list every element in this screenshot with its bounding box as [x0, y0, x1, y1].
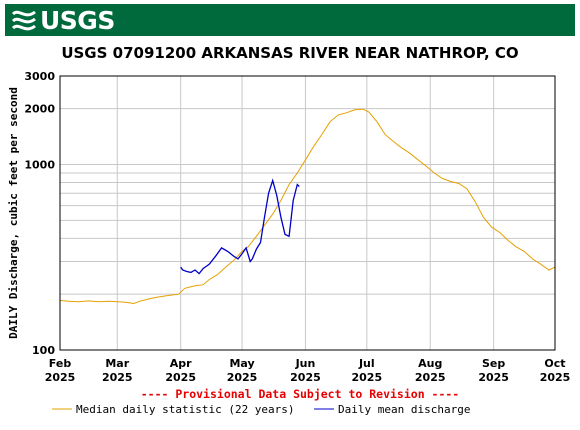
provisional-note: ---- Provisional Data Subject to Revisio… — [141, 387, 460, 401]
usgs-wave-icon — [11, 10, 36, 31]
y-tick-labels: 100 1000 2000 3000 — [24, 70, 55, 357]
x-tick-month-8: Oct — [544, 357, 565, 370]
series-line-1 — [180, 178, 300, 275]
x-tick-month-0: Feb — [49, 357, 72, 370]
y-tick-label-0: 100 — [32, 344, 55, 357]
x-tick-month-4: Jun — [295, 357, 316, 370]
x-tick-month-1: Mar — [105, 357, 129, 370]
x-tick-year-2: 2025 — [165, 371, 196, 384]
y-tick-label-3: 3000 — [24, 70, 55, 83]
x-tick-year-0: 2025 — [45, 371, 76, 384]
x-tick-labels: Feb2025Mar2025Apr2025May2025Jun2025Jul20… — [45, 357, 571, 384]
x-tick-month-6: Aug — [418, 357, 442, 370]
x-tick-year-7: 2025 — [478, 371, 509, 384]
x-tick-month-3: May — [229, 357, 254, 370]
usgs-logo-text: USGS — [40, 5, 115, 35]
y-tick-label-2: 2000 — [24, 103, 55, 116]
x-tick-month-5: Jul — [358, 357, 375, 370]
legend: Median daily statistic (22 years) Daily … — [52, 403, 470, 416]
series-line-0 — [59, 108, 556, 305]
x-tick-year-8: 2025 — [540, 371, 571, 384]
x-tick-year-6: 2025 — [415, 371, 446, 384]
data-lines — [59, 108, 556, 305]
plot-frame — [59, 75, 556, 351]
legend-label-discharge: Daily mean discharge — [338, 403, 470, 416]
x-tick-month-7: Sep — [482, 357, 505, 370]
x-tick-month-2: Apr — [170, 357, 192, 370]
y-tick-label-1: 1000 — [24, 159, 55, 172]
x-tick-year-3: 2025 — [227, 371, 258, 384]
x-tick-year-4: 2025 — [290, 371, 321, 384]
y-axis-label: DAILY Discharge, cubic feet per second — [7, 87, 20, 339]
x-tick-year-1: 2025 — [102, 371, 133, 384]
usgs-banner: USGS — [5, 4, 575, 36]
x-tick-year-5: 2025 — [352, 371, 383, 384]
usgs-logo[interactable]: USGS — [11, 5, 115, 35]
chart-title: USGS 07091200 ARKANSAS RIVER NEAR NATHRO… — [61, 44, 519, 62]
legend-label-median: Median daily statistic (22 years) — [76, 403, 295, 416]
